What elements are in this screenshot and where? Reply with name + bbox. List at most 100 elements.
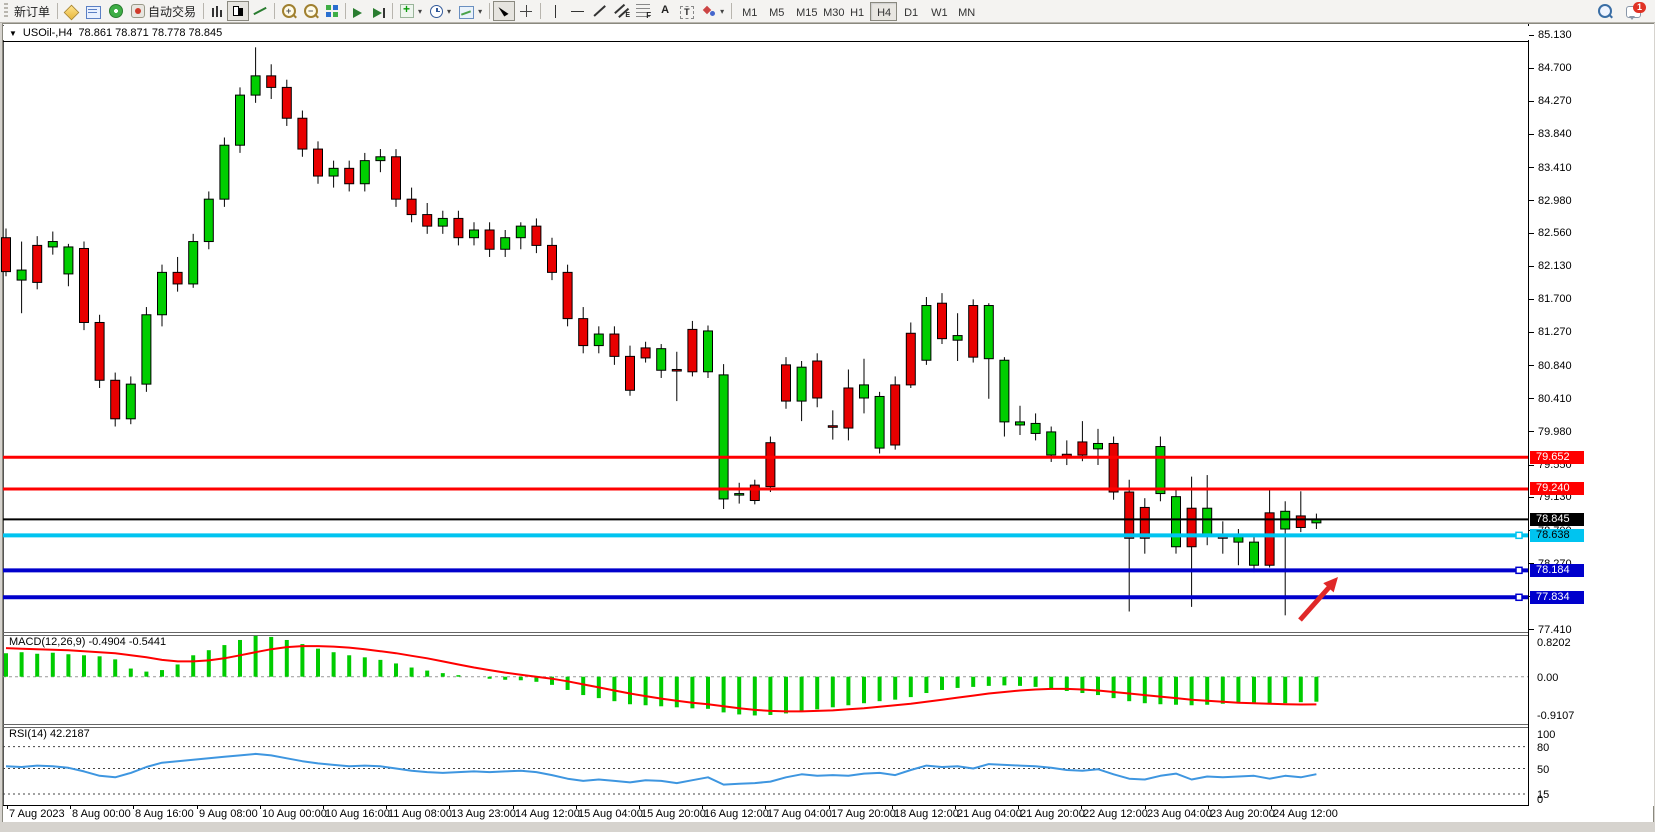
signals-button[interactable] — [105, 1, 127, 21]
candle-body — [874, 395, 885, 449]
chevron-down-icon: ▾ — [720, 6, 725, 16]
price-tick: 83.410 — [1529, 162, 1572, 174]
candle-body — [1108, 442, 1119, 493]
crosshair-icon — [519, 4, 534, 18]
candle-body — [531, 225, 542, 246]
candle-body — [1233, 536, 1244, 543]
timeframe-m15-button[interactable]: M15 — [789, 2, 817, 21]
time-tick — [7, 805, 8, 809]
candle-body — [734, 493, 745, 496]
candle-body — [63, 246, 74, 275]
time-tick — [892, 805, 893, 809]
indicators-button[interactable]: + ▾ — [396, 1, 426, 21]
timeframe-m5-button[interactable]: M5 — [762, 2, 789, 21]
arrow-annotation[interactable] — [1298, 582, 1334, 622]
candle-body — [359, 160, 370, 185]
time-tick — [260, 805, 261, 809]
time-tick — [386, 805, 387, 809]
rsi-axis-value: 50 — [1537, 763, 1550, 776]
notifications-icon: 1 — [1626, 2, 1646, 20]
bar-chart-button[interactable] — [207, 1, 227, 21]
candle-body — [484, 229, 495, 250]
candle-body — [781, 364, 791, 402]
candle-body — [547, 244, 557, 273]
toolbar-separator — [731, 3, 733, 19]
time-axis[interactable]: 7 Aug 2023 8 Aug 00:00 8 Aug 16:00 9 Aug 08… — [3, 805, 1528, 821]
price-axis[interactable]: 85.130 84.700 84.270 83.840 83.410 82.980 82.5… — [1528, 24, 1654, 806]
candle-body — [94, 321, 105, 381]
horizontal-line-button[interactable] — [566, 1, 588, 21]
rsi-axis-value: 0 — [1537, 794, 1544, 806]
new-order-button[interactable]: 新订单 — [10, 1, 54, 21]
timeframe-h4-button[interactable]: H4 — [870, 1, 898, 21]
line-handle[interactable] — [1515, 531, 1523, 540]
timeframe-h1-button[interactable]: H1 — [843, 2, 870, 21]
periods-icon — [430, 4, 444, 18]
timeframe-d1-button[interactable]: D1 — [897, 2, 924, 21]
macd-axis-value: 0.8202 — [1537, 637, 1571, 649]
time-label: 17 Aug 20:00 — [831, 808, 896, 820]
time-label: 10 Aug 00:00 — [262, 808, 327, 820]
candle-body — [1093, 442, 1103, 450]
text-label-button[interactable]: T — [676, 1, 698, 21]
templates-button[interactable]: ▾ — [455, 1, 486, 21]
candle-body — [578, 318, 589, 347]
templates-icon — [459, 5, 475, 19]
time-label: 7 Aug 2023 — [9, 808, 65, 820]
search-button[interactable] — [1594, 1, 1616, 21]
candle-body — [266, 75, 277, 88]
chart-ohlc-values: 78.861 78.871 78.778 78.845 — [78, 27, 223, 39]
tile-windows-button[interactable] — [322, 1, 342, 21]
cursor-button[interactable] — [493, 1, 516, 21]
time-label: 14 Aug 12:00 — [515, 808, 580, 820]
text-icon: A — [661, 4, 670, 16]
fibonacci-button[interactable]: F — [632, 1, 654, 21]
periods-button[interactable]: ▾ — [426, 1, 455, 21]
window-menu-icon[interactable]: ▼ — [9, 28, 17, 38]
price-tick: 84.270 — [1529, 95, 1572, 107]
zoom-out-button[interactable]: − — [300, 1, 322, 21]
timeframe-mn-button[interactable]: MN — [951, 2, 978, 21]
time-tick — [765, 805, 766, 809]
channel-button[interactable]: E — [610, 1, 632, 21]
autotrading-icon — [131, 4, 146, 18]
autotrading-button[interactable]: 自动交易 — [127, 1, 200, 21]
arrows-button[interactable]: ▾ — [698, 1, 728, 21]
price-tick: 84.700 — [1529, 62, 1572, 74]
toolbar-separator — [345, 3, 347, 19]
time-tick — [702, 805, 703, 809]
horizontal-line-icon — [570, 4, 585, 18]
candlestick-chart-button[interactable] — [227, 1, 250, 21]
candle-body — [1171, 496, 1181, 548]
window-bottom-edge — [0, 822, 1655, 832]
timeframe-w1-button[interactable]: W1 — [924, 2, 951, 21]
time-label: 11 Aug 08:00 — [388, 808, 453, 820]
zoom-in-icon: + — [282, 4, 297, 18]
timeframe-m1-button[interactable]: M1 — [735, 2, 762, 21]
candle-body — [671, 368, 682, 372]
candle-body — [718, 374, 729, 500]
text-button[interactable]: A — [654, 1, 676, 21]
candle-body — [890, 384, 901, 446]
candle-body — [765, 442, 776, 488]
zoom-in-button[interactable]: + — [278, 1, 300, 21]
timeframe-m30-button[interactable]: M30 — [816, 2, 844, 21]
time-tick — [449, 805, 450, 809]
toolbar: 新订单 自动交易 + − + ▾ ▾ ▾ E F A T ▾ M1 M5 M15 M30 H1 H4 D1 W1 MN 1 — [0, 0, 1655, 23]
time-label: 24 Aug 12:00 — [1273, 808, 1338, 820]
price-tick: 82.560 — [1529, 227, 1572, 239]
vertical-line-button[interactable] — [544, 1, 566, 21]
line-handle[interactable] — [1515, 593, 1523, 602]
notifications-button[interactable]: 1 — [1622, 1, 1646, 21]
price-line-label-77.834: 77.834 — [1530, 590, 1584, 604]
candle-body — [172, 271, 183, 285]
auto-scroll-button[interactable] — [349, 1, 369, 21]
time-label: 17 Aug 04:00 — [767, 808, 832, 820]
market-watch-button[interactable] — [82, 1, 105, 21]
line-handle[interactable] — [1515, 566, 1523, 575]
time-label: 8 Aug 00:00 — [72, 808, 131, 820]
crosshair-button[interactable] — [515, 1, 537, 21]
notification-badge: 1 — [1633, 2, 1646, 13]
chart-shift-button[interactable] — [369, 1, 389, 21]
